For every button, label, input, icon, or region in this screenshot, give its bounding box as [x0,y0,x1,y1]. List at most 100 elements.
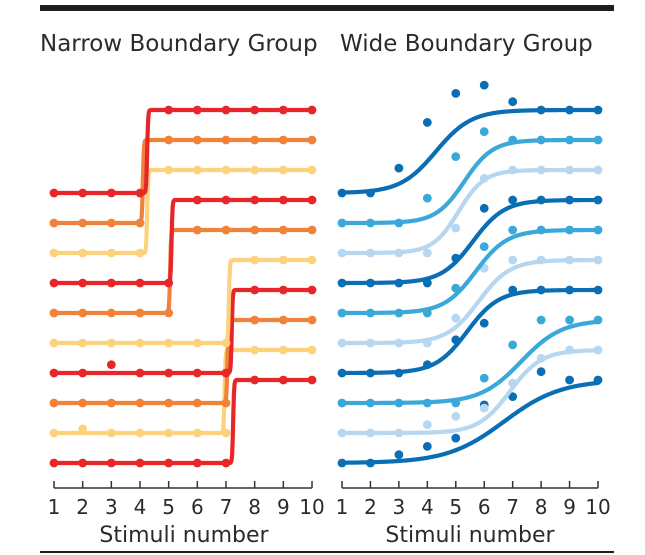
x-tick-label: 5 [162,495,175,519]
x-tick-label: 3 [393,495,406,519]
data-point [106,458,116,468]
data-point [536,195,546,205]
data-point [78,458,88,468]
data-point [337,458,347,468]
data-point [451,253,461,263]
data-point [307,345,317,355]
data-point [278,135,288,145]
fit-curve [51,137,315,226]
data-point [593,165,603,175]
data-point [508,285,518,295]
data-point [479,373,489,383]
data-point [135,458,145,468]
data-point [278,255,288,265]
data-point [536,353,546,363]
left-x-axis-label: Stimuli number [99,523,269,548]
data-point [451,283,461,293]
data-point [49,398,59,408]
data-point [192,225,202,235]
data-point [565,375,574,385]
data-point [337,368,347,378]
data-point [451,89,461,98]
data-point [78,188,88,198]
data-point [451,223,461,233]
data-point [192,105,202,115]
data-point [78,248,88,258]
data-point [394,308,404,318]
data-point [250,105,260,115]
data-point [394,450,404,460]
bottom-rule [40,551,614,553]
data-point [106,248,116,258]
data-point [394,338,404,348]
data-point [366,188,375,198]
data-point [422,308,432,318]
data-point [394,368,404,378]
data-point [337,308,347,318]
data-point [106,308,116,318]
data-point [536,105,546,115]
data-point [593,345,603,355]
data-point [49,278,59,288]
data-point [565,165,574,175]
data-point [508,255,518,265]
data-point [508,225,518,235]
data-point [221,225,231,235]
x-tick-label: 9 [277,495,290,519]
data-point [508,392,518,401]
data-point [307,255,317,265]
data-point [250,315,260,325]
fit-curve [339,227,601,316]
x-tick-label: 10 [299,495,324,519]
data-point [307,195,317,205]
data-point [593,135,603,145]
data-point [422,278,432,288]
data-point [366,248,375,258]
data-point [451,398,461,408]
data-point [394,163,404,173]
data-point [164,308,174,318]
data-point [366,338,375,348]
x-tick-label: 1 [336,495,349,519]
data-point [565,105,574,115]
data-point [593,255,603,265]
data-point [337,278,347,288]
x-tick-label: 4 [134,495,147,519]
data-point [278,165,288,175]
data-point [394,398,404,408]
data-point [192,338,202,348]
data-point [78,398,88,408]
data-point [78,368,88,378]
data-point [250,135,260,145]
data-point [536,367,546,377]
data-point [221,398,231,408]
data-point [164,165,174,175]
data-point [221,368,231,378]
data-point [164,428,174,438]
data-point [135,428,145,438]
data-point [337,428,347,438]
wide-boundary-panel: 1 2 3 4 5 6 7 8 9 10 [336,80,611,519]
data-point [366,428,375,438]
data-point [278,315,288,325]
data-point [106,338,116,348]
data-point [565,315,574,325]
data-point [78,308,88,318]
data-point [508,340,518,350]
data-point [135,368,145,378]
data-point [307,375,317,385]
data-point [135,338,145,348]
data-point [593,195,603,205]
data-point [451,412,461,421]
x-tick-label: 4 [421,495,434,519]
data-point [394,278,404,288]
data-point [394,218,404,228]
data-point [593,315,603,325]
data-point [307,165,317,175]
data-point [451,152,461,162]
data-point [49,428,59,438]
data-point [278,195,288,205]
data-point [479,127,489,137]
fit-curve [339,348,601,436]
data-point [49,338,59,348]
